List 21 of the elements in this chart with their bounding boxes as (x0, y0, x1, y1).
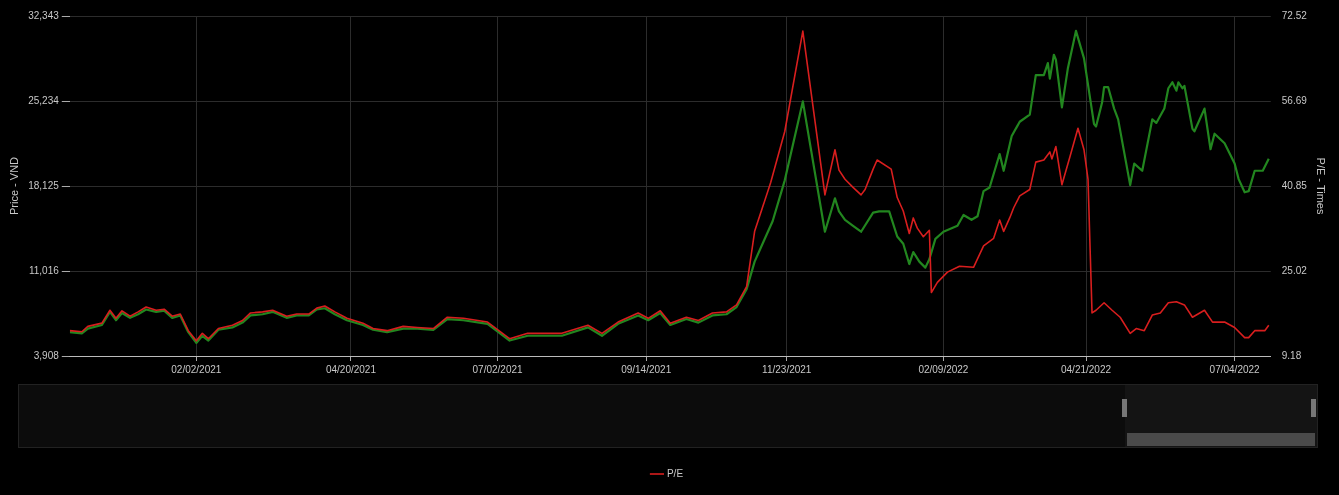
x-tick-label: 11/23/2021 (762, 363, 812, 375)
x-tick-label: 02/02/2021 (171, 363, 222, 375)
y2-tick-label: 9.18 (1281, 349, 1302, 361)
y-axis-title: Price - VND (7, 156, 20, 216)
x-tick-label: 04/20/2021 (325, 363, 377, 375)
x-tick-label: 04/21/2022 (1060, 363, 1112, 375)
y-tick-label: 25,234 (28, 94, 60, 106)
x-tick-label: 02/09/2022 (918, 363, 969, 375)
y2-tick-label: 40.85 (1281, 179, 1308, 191)
y-tick-label: 11,016 (28, 264, 60, 276)
y-tick-label: 18,125 (28, 179, 60, 191)
y2-tick-label: 56.69 (1281, 94, 1308, 106)
x-tick-label: 07/04/2022 (1209, 363, 1261, 375)
legend-label: P/E (666, 467, 684, 479)
x-tick-label: 09/14/2021 (621, 363, 672, 375)
y2-axis-title: P/E - Times (1315, 157, 1328, 215)
y-tick-label: 3,908 (33, 349, 60, 361)
x-tick-label: 07/02/2021 (472, 363, 524, 375)
y2-tick-label: 72.52 (1281, 9, 1308, 21)
y2-tick-label: 25.02 (1281, 264, 1308, 276)
y-tick-label: 32,343 (28, 9, 60, 21)
